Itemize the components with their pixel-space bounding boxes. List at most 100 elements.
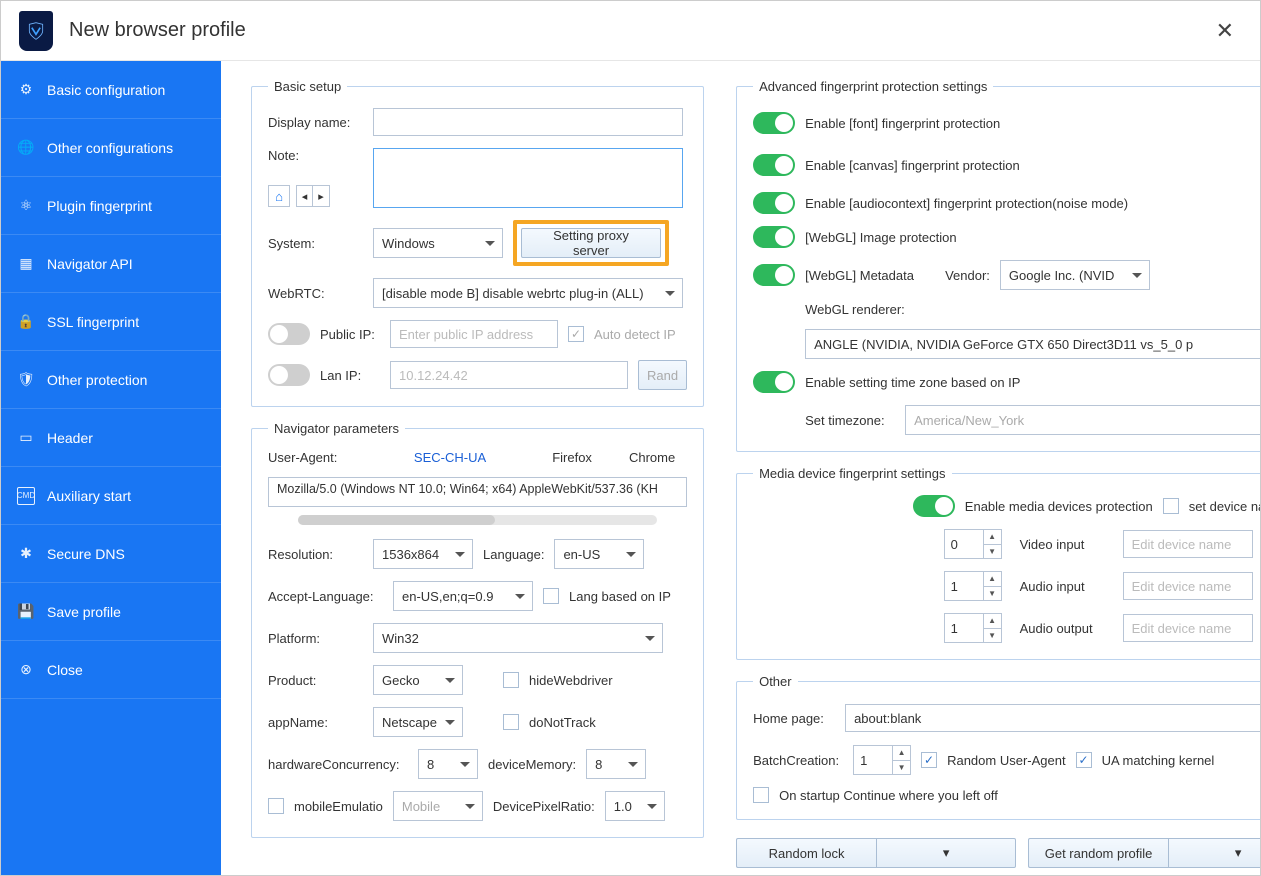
sidebar-item-label: SSL fingerprint (47, 314, 139, 330)
sidebar-item-other-protection[interactable]: 🛡 Other protection (1, 351, 221, 409)
home-page-input[interactable] (845, 704, 1260, 732)
left-column: Basic setup Display name: Note: ⌂ ◂ (251, 79, 704, 865)
sidebar-item-ssl-fingerprint[interactable]: 🔒SSL fingerprint (1, 293, 221, 351)
shield-icon: 🛡 (17, 371, 35, 389)
sidebar-item-label: Plugin fingerprint (47, 198, 152, 214)
sidebar-item-header[interactable]: ▭Header (1, 409, 221, 467)
appname-select[interactable]: Netscape (373, 707, 463, 737)
sidebar-item-plugin-fingerprint[interactable]: ⚛Plugin fingerprint (1, 177, 221, 235)
video-input-count-stepper[interactable]: ▲▼ (944, 529, 1002, 559)
sec-ch-ua-link[interactable]: SEC-CH-UA (373, 450, 527, 465)
webrtc-label: WebRTC: (268, 286, 363, 301)
audio-output-count-stepper[interactable]: ▲▼ (944, 613, 1002, 643)
get-random-profile-button[interactable]: Get random profile (1028, 838, 1168, 868)
media-legend: Media device fingerprint settings (753, 466, 951, 481)
sidebar-item-auxiliary-start[interactable]: CMDAuxiliary start (1, 467, 221, 525)
canvas-fp-toggle[interactable] (753, 154, 795, 176)
sidebar-item-navigator-api[interactable]: ▦Navigator API (1, 235, 221, 293)
timezone-label: Set timezone: (805, 413, 895, 428)
sidebar-item-label: Header (47, 430, 93, 446)
donottrack-checkbox[interactable] (503, 714, 519, 730)
ua-slider[interactable] (298, 515, 657, 525)
timezone-select[interactable]: America/New_York (905, 405, 1260, 435)
webrtc-select[interactable]: [disable mode B] disable webrtc plug-in … (373, 278, 683, 308)
sidebar-item-label: Other configurations (47, 140, 173, 156)
startup-continue-checkbox[interactable] (753, 787, 769, 803)
webgl-image-toggle[interactable] (753, 226, 795, 248)
dpr-select[interactable]: 1.0 (605, 791, 665, 821)
appname-label: appName: (268, 715, 363, 730)
ua-matching-kernel-checkbox[interactable] (1076, 752, 1092, 768)
note-prev-button[interactable]: ◂ (297, 186, 313, 206)
home-icon[interactable]: ⌂ (268, 185, 290, 207)
random-ua-checkbox[interactable] (921, 752, 937, 768)
language-select[interactable]: en-US (554, 539, 644, 569)
audio-input-device-name-input[interactable] (1123, 572, 1253, 600)
language-label: Language: (483, 547, 544, 562)
public-ip-toggle[interactable] (268, 323, 310, 345)
note-textarea[interactable] (373, 148, 683, 208)
random-lock-dropdown-button[interactable]: ▾ (876, 838, 1016, 868)
display-name-input[interactable] (373, 108, 683, 136)
action-bar: Random lock ▾ Get random profile ▾ Save … (736, 838, 1260, 868)
public-ip-input[interactable] (390, 320, 558, 348)
setting-proxy-server-button[interactable]: Setting proxy server (521, 228, 661, 258)
devmem-select[interactable]: 8 (586, 749, 646, 779)
batch-creation-label: BatchCreation: (753, 753, 843, 768)
sidebar-item-label: Other protection (47, 372, 147, 388)
get-random-profile-dropdown-button[interactable]: ▾ (1168, 838, 1260, 868)
sidebar-item-other-configurations[interactable]: 🌐Other configurations (1, 119, 221, 177)
audio-output-device-name-input[interactable] (1123, 614, 1253, 642)
webgl-metadata-toggle[interactable] (753, 264, 795, 286)
auto-detect-ip-label: Auto detect IP (594, 327, 676, 342)
random-lock-button[interactable]: Random lock (736, 838, 876, 868)
audio-input-count-stepper[interactable]: ▲▼ (944, 571, 1002, 601)
body: ⚙Basic configuration 🌐Other configuratio… (1, 61, 1260, 875)
sidebar-item-label: Basic configuration (47, 82, 165, 98)
hide-webdriver-checkbox[interactable] (503, 672, 519, 688)
timezone-toggle[interactable] (753, 371, 795, 393)
devmem-label: deviceMemory: (488, 757, 576, 772)
video-device-name-input[interactable] (1123, 530, 1253, 558)
proxy-highlight: Setting proxy server (513, 220, 669, 266)
sidebar-item-close[interactable]: ⊗Close (1, 641, 221, 699)
other-group: Other Home page: Kernel ver: 114 BatchCr… (736, 674, 1260, 820)
audio-fp-toggle[interactable] (753, 192, 795, 214)
titlebar: New browser profile ✕ (1, 1, 1260, 61)
hwconc-select[interactable]: 8 (418, 749, 478, 779)
platform-select[interactable]: Win32 (373, 623, 663, 653)
get-random-profile-split-button[interactable]: Get random profile ▾ (1028, 838, 1260, 868)
user-agent-input[interactable]: Mozilla/5.0 (Windows NT 10.0; Win64; x64… (268, 477, 687, 507)
webgl-metadata-label: [WebGL] Metadata (805, 268, 935, 283)
sidebar-item-save-profile[interactable]: 💾Save profile (1, 583, 221, 641)
media-protection-toggle[interactable] (913, 495, 955, 517)
product-select[interactable]: Gecko (373, 665, 463, 695)
ua-label: User-Agent: (268, 450, 363, 465)
accept-language-select[interactable]: en-US,en;q=0.9 (393, 581, 533, 611)
auto-detect-ip-checkbox[interactable] (568, 326, 584, 342)
sidebar-item-basic-configuration[interactable]: ⚙Basic configuration (1, 61, 221, 119)
font-fp-toggle[interactable] (753, 112, 795, 134)
lan-ip-input[interactable] (390, 361, 628, 389)
chrome-label[interactable]: Chrome (617, 450, 687, 465)
mobile-select[interactable]: Mobile (393, 791, 483, 821)
firefox-label[interactable]: Firefox (537, 450, 607, 465)
mobile-emulation-checkbox[interactable] (268, 798, 284, 814)
close-window-button[interactable]: ✕ (1208, 14, 1242, 48)
lang-based-on-ip-checkbox[interactable] (543, 588, 559, 604)
rand-lan-ip-button[interactable]: Rand (638, 360, 687, 390)
audio-input-label: Audio input (1020, 579, 1105, 594)
lan-ip-toggle[interactable] (268, 364, 310, 386)
canvas-fp-label: Enable [canvas] fingerprint protection (805, 158, 1260, 173)
batch-creation-stepper[interactable]: ▲▼ (853, 745, 911, 775)
resolution-select[interactable]: 1536x864 (373, 539, 473, 569)
random-lock-split-button[interactable]: Random lock ▾ (736, 838, 1016, 868)
vendor-select[interactable]: Google Inc. (NVID (1000, 260, 1150, 290)
sidebar-item-secure-dns[interactable]: ✱Secure DNS (1, 525, 221, 583)
webgl-renderer-select[interactable]: ANGLE (NVIDIA, NVIDIA GeForce GTX 650 Di… (805, 329, 1260, 359)
display-name-label: Display name: (268, 115, 363, 130)
set-device-name-checkbox[interactable] (1163, 498, 1179, 514)
note-next-button[interactable]: ▸ (313, 186, 329, 206)
system-select[interactable]: Windows (373, 228, 503, 258)
audio-output-label: Audio output (1020, 621, 1105, 636)
